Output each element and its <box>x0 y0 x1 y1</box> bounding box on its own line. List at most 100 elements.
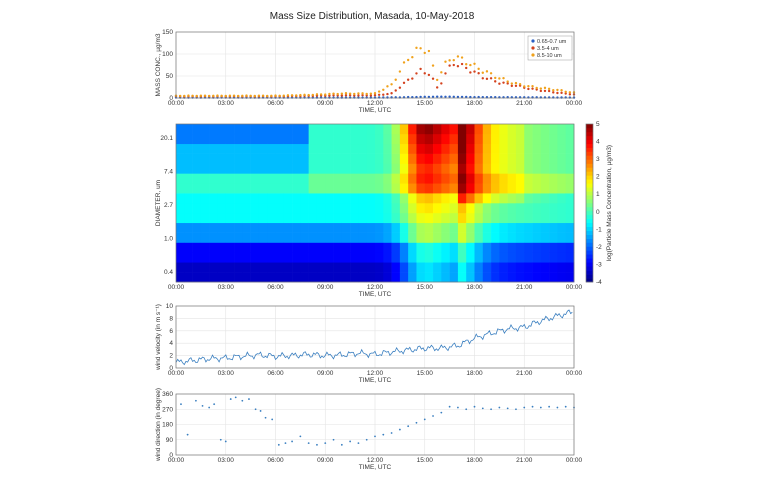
heatmap-cell <box>565 173 575 184</box>
heatmap-cell <box>217 272 227 283</box>
heatmap-cell <box>267 133 276 145</box>
heatmap-cell <box>250 262 260 273</box>
data-point <box>456 65 460 68</box>
heatmap-cell <box>433 173 442 184</box>
heatmap-cell <box>350 242 359 253</box>
heatmap-cell <box>507 262 517 273</box>
data-point <box>386 85 389 88</box>
heatmap-cell <box>408 193 417 204</box>
data-point <box>481 71 484 74</box>
heatmap-cell <box>399 163 409 174</box>
heatmap-cell <box>524 262 533 273</box>
heatmap-cell <box>234 163 243 174</box>
heatmap-cell <box>457 262 467 273</box>
data-point <box>248 398 250 400</box>
data-point <box>245 94 248 97</box>
data-point <box>456 95 460 99</box>
heatmap-cell <box>466 252 475 263</box>
heatmap-cell <box>308 143 318 154</box>
heatmap-cell <box>499 153 508 164</box>
heatmap-cell <box>491 212 500 224</box>
data-point <box>423 418 426 421</box>
heatmap-cell <box>333 143 343 154</box>
heatmap-cell <box>557 272 567 283</box>
data-point <box>518 83 522 86</box>
heatmap-cell <box>399 252 409 263</box>
colorbar: -4 -3 -2 -1 0 1 2 3 4 5 log(Particle Mass Concentr… <box>585 121 613 286</box>
heatmap-cell <box>408 133 417 145</box>
data-point <box>228 94 232 97</box>
heatmap-cell <box>424 262 434 273</box>
data-point <box>435 86 439 89</box>
data-point <box>415 46 418 50</box>
heatmap-cell <box>267 222 276 233</box>
heatmap-cell <box>557 212 567 224</box>
heatmap-cell <box>258 212 268 224</box>
heatmap-cell <box>192 173 202 184</box>
heatmap-cell <box>416 212 426 224</box>
heatmap-cell <box>292 222 301 233</box>
heatmap-cell <box>515 203 525 214</box>
heatmap-cell <box>184 262 193 273</box>
data-point <box>473 405 476 408</box>
data-point <box>213 403 216 406</box>
data-point <box>357 92 360 95</box>
heatmap-cell <box>333 153 343 164</box>
heatmap-cell <box>532 242 542 253</box>
heatmap-cell <box>242 143 251 154</box>
heatmap-cell <box>375 193 384 204</box>
heatmap-cell <box>408 212 417 224</box>
heatmap-cell <box>366 133 376 145</box>
heatmap-cell <box>358 133 368 145</box>
heatmap-cell <box>391 163 401 174</box>
heatmap-cell <box>424 124 434 135</box>
heatmap-cell <box>250 133 260 145</box>
heatmap-cell <box>209 193 218 204</box>
x-axis-label: TIME, UTC <box>359 107 392 114</box>
heatmap-cell <box>399 153 409 164</box>
data-point <box>241 399 244 402</box>
heatmap-cell <box>358 124 368 135</box>
heatmap-cell <box>225 183 235 194</box>
heatmap-cell <box>200 222 210 233</box>
heatmap-cell <box>200 193 210 204</box>
heatmap-cell <box>358 173 368 184</box>
heatmap-cell <box>292 153 301 164</box>
heatmap-cell <box>565 153 575 164</box>
heatmap-cell <box>391 193 401 204</box>
heatmap-cells <box>176 124 575 283</box>
heatmap-cell <box>408 242 417 253</box>
x-tick-label: 21:00 <box>516 284 533 291</box>
heatmap-cell <box>408 262 417 273</box>
heatmap-cell <box>333 183 343 194</box>
heatmap-cell <box>433 203 442 214</box>
heatmap-cell <box>333 203 343 214</box>
heatmap-cell <box>557 252 567 263</box>
heatmap-cell <box>416 203 426 214</box>
heatmap-cell <box>532 193 542 204</box>
heatmap-cell <box>275 183 285 194</box>
data-point <box>264 416 267 419</box>
heatmap-cell <box>209 163 218 174</box>
data-point <box>435 95 439 98</box>
heatmap-cell <box>350 143 359 154</box>
heatmap-cell <box>308 212 318 224</box>
data-point <box>440 82 443 85</box>
heatmap-cell <box>565 212 575 224</box>
heatmap-cell <box>325 222 334 233</box>
data-point <box>427 49 431 53</box>
heatmap-cell <box>515 173 525 184</box>
heatmap-cell <box>366 222 376 233</box>
data-point <box>257 94 261 97</box>
heatmap-cell <box>424 143 434 154</box>
y-tick-label: 360 <box>162 391 173 398</box>
heatmap-cell <box>383 262 392 273</box>
heatmap-cell <box>200 242 210 253</box>
data-point <box>344 96 348 99</box>
colorbar-label: log(Particle Mass Concentration, µg/m3) <box>606 145 613 261</box>
heatmap-cell <box>507 153 517 164</box>
data-point <box>465 95 468 99</box>
heatmap-cell <box>515 232 525 243</box>
data-point <box>469 63 472 67</box>
y-tick-label: 0 <box>169 95 173 102</box>
